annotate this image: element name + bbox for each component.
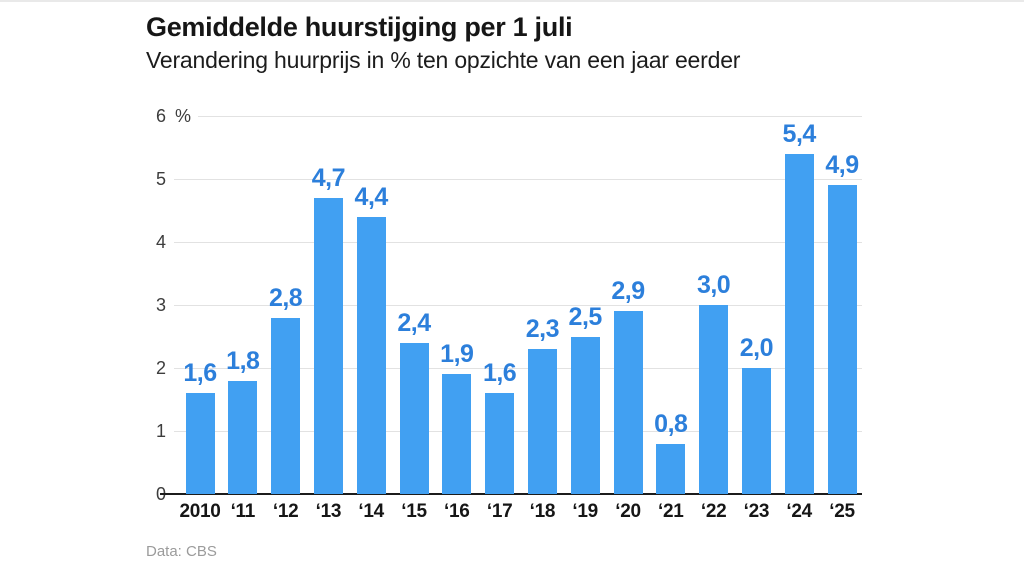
gridline <box>174 304 862 306</box>
chart-title: Gemiddelde huurstijging per 1 juli <box>146 12 573 42</box>
x-tick-label: ‘22 <box>700 501 727 522</box>
bar-value-label: 4,4 <box>354 182 389 211</box>
bar <box>741 368 771 494</box>
x-tick-label: ‘13 <box>315 501 342 522</box>
bar <box>356 216 386 494</box>
y-tick-label: 4 <box>155 232 166 252</box>
x-tick-label: 2010 <box>179 501 221 522</box>
top-border <box>0 0 1024 2</box>
bar <box>570 336 600 494</box>
bar-value-label: 1,6 <box>183 359 217 388</box>
bar-value-label: 5,4 <box>782 119 817 148</box>
bar <box>656 443 686 494</box>
gridline <box>174 367 862 369</box>
bar <box>613 311 643 494</box>
bar <box>827 185 857 494</box>
y-axis-unit-label: % <box>175 106 192 126</box>
bar-value-label: 3,0 <box>696 271 731 299</box>
bar-value-label: 2,8 <box>268 283 303 312</box>
bar-value-label: 2,3 <box>525 315 560 344</box>
bar-value-label: 2,4 <box>397 308 431 337</box>
x-tick-label: ‘15 <box>401 501 427 522</box>
x-tick-label: ‘11 <box>230 501 256 522</box>
bar <box>185 393 215 494</box>
bar <box>784 153 814 494</box>
bar <box>228 380 258 494</box>
bar-value-label: 2,9 <box>611 277 645 306</box>
x-axis-baseline <box>160 493 862 495</box>
bar-value-label: 4,7 <box>311 163 346 192</box>
gridline <box>198 115 862 117</box>
y-tick-label: 5 <box>155 169 166 189</box>
bar-value-label: 2,5 <box>568 302 603 331</box>
bar <box>399 342 429 494</box>
bar-value-label: 1,9 <box>440 340 474 369</box>
bar <box>699 305 729 494</box>
bar <box>442 374 472 494</box>
x-tick-label: ‘12 <box>272 501 299 522</box>
bar-value-label: 1,8 <box>226 346 260 375</box>
bar <box>313 197 343 494</box>
chart-subtitle: Verandering huurprijs in % ten opzichte … <box>146 47 741 73</box>
bar <box>527 349 557 494</box>
gridline <box>174 241 862 243</box>
x-tick-label: ‘18 <box>529 501 556 522</box>
plot-area: 0123456%1,620101,8‘112,8‘124,7‘134,4‘142… <box>156 106 862 522</box>
x-tick-label: ‘17 <box>486 501 513 522</box>
x-tick-label: ‘23 <box>743 501 770 522</box>
y-tick-label: 2 <box>155 358 166 378</box>
bar-value-label: 4,9 <box>825 151 859 180</box>
source-note: Data: CBS <box>146 543 217 560</box>
x-tick-label: ‘14 <box>358 501 384 522</box>
y-tick-label: 1 <box>155 421 166 441</box>
x-tick-label: ‘21 <box>658 501 684 522</box>
bar-value-label: 2,0 <box>739 334 774 362</box>
bar-value-label: 0,8 <box>654 409 688 438</box>
gridline <box>174 430 862 432</box>
x-tick-label: ‘25 <box>829 501 855 522</box>
gridline <box>174 178 862 180</box>
x-tick-label: ‘24 <box>786 501 812 522</box>
x-tick-label: ‘20 <box>615 501 641 522</box>
y-tick-label: 3 <box>155 295 166 315</box>
bar-value-label: 1,6 <box>482 359 517 388</box>
bar <box>485 393 515 494</box>
bar <box>271 317 301 494</box>
x-tick-label: ‘19 <box>572 501 598 522</box>
x-tick-label: ‘16 <box>444 501 470 522</box>
y-tick-label: 6 <box>155 106 166 126</box>
